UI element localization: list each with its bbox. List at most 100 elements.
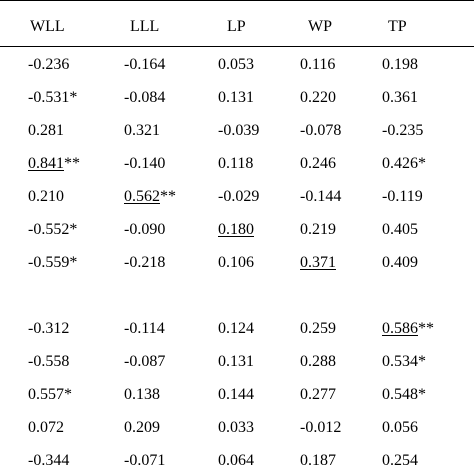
column-header-lp: LP <box>227 18 246 35</box>
cell-value: -0.087 <box>124 353 166 370</box>
table-cell: -0.140 <box>124 155 165 173</box>
table-cell: 0.548* <box>382 386 426 404</box>
cell-value: 0.180 <box>218 221 254 238</box>
cell-value: -0.144 <box>300 188 342 205</box>
table-cell: 0.131 <box>218 89 254 107</box>
table-cell: 0.277 <box>300 386 336 404</box>
cell-value: -0.552 <box>28 221 70 238</box>
cell-value: -0.312 <box>28 320 70 337</box>
cell-value: 0.405 <box>382 221 418 238</box>
table-cell: -0.236 <box>28 56 69 74</box>
table-cell: -0.029 <box>218 188 259 206</box>
table-cell: -0.144 <box>300 188 341 206</box>
cell-value: 0.056 <box>382 419 418 436</box>
table-cell: 0.138 <box>124 386 160 404</box>
table-cell: 0.198 <box>382 56 418 74</box>
cell-value: 0.210 <box>28 188 64 205</box>
cell-value: 0.548 <box>382 386 418 403</box>
column-header-lll: LLL <box>130 18 160 35</box>
cell-value: 0.072 <box>28 419 64 436</box>
table-cell: 0.288 <box>300 353 336 371</box>
table-cell: -0.119 <box>382 188 423 206</box>
table-cell: -0.235 <box>382 122 423 140</box>
table-cell: 0.180 <box>218 221 254 239</box>
table-cell: 0.064 <box>218 452 254 470</box>
table-cell: 0.586** <box>382 320 434 338</box>
column-header-wp: WP <box>308 18 332 35</box>
cell-value: 0.219 <box>300 221 336 238</box>
cell-value: 0.116 <box>300 56 336 73</box>
cell-value: 0.033 <box>218 419 254 436</box>
table-cell: 0.426* <box>382 155 426 173</box>
cell-value: 0.198 <box>382 56 418 73</box>
table-cell: -0.084 <box>124 89 165 107</box>
cell-value: -0.558 <box>28 353 70 370</box>
cell-value: 0.321 <box>124 122 160 139</box>
cell-value: -0.029 <box>218 188 260 205</box>
cell-value: 0.534 <box>382 353 418 370</box>
table-cell: 0.056 <box>382 419 418 437</box>
cell-value: -0.114 <box>124 320 165 337</box>
table-cell: -0.039 <box>218 122 259 140</box>
table-cell: -0.312 <box>28 320 69 338</box>
cell-value: -0.236 <box>28 56 70 73</box>
cell-value: 0.106 <box>218 254 254 271</box>
cell-value: -0.235 <box>382 122 424 139</box>
table-cell: 0.053 <box>218 56 254 74</box>
significance-marker: * <box>418 155 426 172</box>
table-cell: 0.562** <box>124 188 176 206</box>
significance-marker: * <box>69 221 78 238</box>
cell-value: -0.344 <box>28 452 70 469</box>
table-cell: 0.187 <box>300 452 336 470</box>
cell-value: -0.071 <box>124 452 166 469</box>
table-cell: 0.116 <box>300 56 335 74</box>
table-cell: 0.124 <box>218 320 254 338</box>
table-cell: 0.321 <box>124 122 160 140</box>
table-cell: 0.281 <box>28 122 64 140</box>
table-cell: -0.114 <box>124 320 165 338</box>
table-cell: 0.209 <box>124 419 160 437</box>
significance-marker: ** <box>160 188 176 205</box>
cell-value: 0.259 <box>300 320 336 337</box>
table-cell: -0.559* <box>28 254 77 272</box>
table-cell: 0.557* <box>28 386 72 404</box>
cell-value: 0.220 <box>300 89 336 106</box>
table-cell: 0.033 <box>218 419 254 437</box>
cell-value: 0.288 <box>300 353 336 370</box>
cell-value: 0.064 <box>218 452 254 469</box>
cell-value: 0.426 <box>382 155 418 172</box>
table-cell: -0.078 <box>300 122 341 140</box>
table-cell: 0.841** <box>28 155 80 173</box>
cell-value: 0.053 <box>218 56 254 73</box>
table-cell: 0.254 <box>382 452 418 470</box>
table-cell: -0.552* <box>28 221 77 239</box>
table-cell: -0.558 <box>28 353 69 371</box>
significance-marker: ** <box>64 155 80 172</box>
cell-value: -0.090 <box>124 221 166 238</box>
cell-value: 0.187 <box>300 452 336 469</box>
table-cell: 0.210 <box>28 188 64 206</box>
table-cell: 0.144 <box>218 386 254 404</box>
cell-value: -0.039 <box>218 122 260 139</box>
cell-value: 0.586 <box>382 320 418 337</box>
significance-marker: * <box>418 353 426 370</box>
cell-value: -0.218 <box>124 254 166 271</box>
table-cell: -0.012 <box>300 419 341 437</box>
cell-value: 0.131 <box>218 89 254 106</box>
table-cell: -0.087 <box>124 353 165 371</box>
table-cell: 0.219 <box>300 221 336 239</box>
cell-value: 0.281 <box>28 122 64 139</box>
cell-value: 0.361 <box>382 89 418 106</box>
cell-value: 0.409 <box>382 254 418 271</box>
table-cell: 0.246 <box>300 155 336 173</box>
table-cell: 0.405 <box>382 221 418 239</box>
table-cell: -0.071 <box>124 452 165 470</box>
column-header-wll: WLL <box>30 18 65 35</box>
cell-value: 0.841 <box>28 155 64 172</box>
table-cell: 0.361 <box>382 89 418 107</box>
significance-marker: * <box>69 254 78 271</box>
table-cell: -0.531* <box>28 89 77 107</box>
table-cell: -0.090 <box>124 221 165 239</box>
table-cell: 0.259 <box>300 320 336 338</box>
